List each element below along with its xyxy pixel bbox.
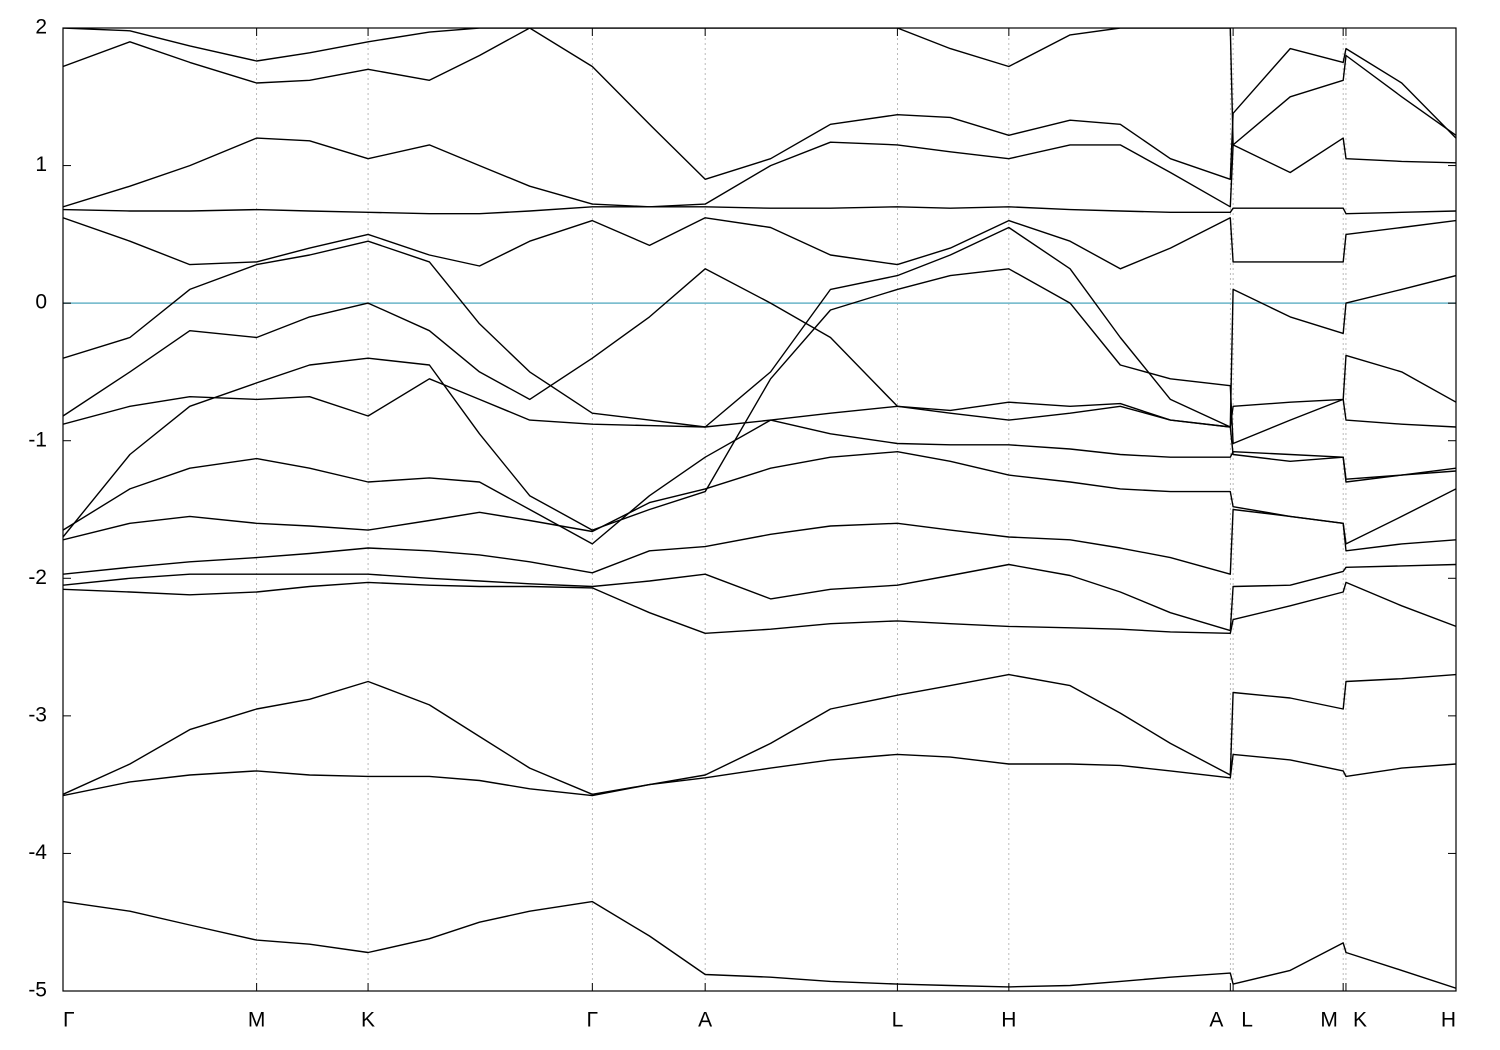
x-tick-label: A <box>698 1009 712 1032</box>
y-tick-label: 1 <box>35 153 47 176</box>
band-line <box>63 206 1456 215</box>
x-tick-label: H <box>1001 1009 1016 1032</box>
plot-frame <box>62 27 1457 992</box>
y-tick-label: -1 <box>28 428 47 451</box>
y-tick-label: -3 <box>28 703 47 726</box>
y-tick-label: -4 <box>28 841 47 864</box>
band-line <box>63 28 1456 180</box>
x-tick-label: L <box>892 1009 904 1032</box>
band-line <box>63 673 1456 795</box>
band-line <box>63 226 1456 428</box>
band-line <box>63 753 1456 797</box>
band-line <box>63 581 1456 634</box>
band-line <box>63 268 1456 483</box>
x-tick-label: M <box>248 1009 266 1032</box>
band-line <box>63 28 1456 146</box>
y-tick-label: 0 <box>35 291 47 314</box>
band-line <box>63 451 1456 545</box>
x-tick-label: Γ <box>587 1009 599 1032</box>
band-line <box>63 137 1456 208</box>
bands <box>63 28 1456 989</box>
band-line <box>63 217 1456 270</box>
x-tick-label: H <box>1441 1009 1456 1032</box>
x-tick-label: K <box>1353 1009 1367 1032</box>
band-line <box>63 508 1456 575</box>
x-tick-label: Γ <box>63 1009 75 1032</box>
band-line <box>63 419 1456 545</box>
band-line <box>63 563 1456 632</box>
band-line <box>63 378 1456 428</box>
y-tick-label: -5 <box>28 979 47 1002</box>
y-tick-label: 2 <box>35 16 47 39</box>
y-tick-label: -2 <box>28 566 47 589</box>
band-line <box>63 268 1456 538</box>
band-line <box>63 900 1456 989</box>
x-tick-label: M <box>1320 1009 1338 1032</box>
x-tick-label: A <box>1209 1009 1223 1032</box>
x-tick-label: L <box>1241 1009 1253 1032</box>
grid <box>62 28 1457 991</box>
x-tick-label: K <box>361 1009 375 1032</box>
